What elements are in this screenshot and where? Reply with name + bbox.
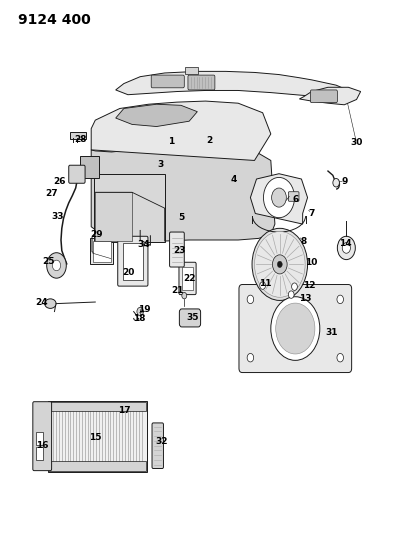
Circle shape xyxy=(263,177,295,217)
Circle shape xyxy=(47,253,66,278)
Circle shape xyxy=(289,291,294,298)
Text: 19: 19 xyxy=(138,305,150,314)
Text: 34: 34 xyxy=(137,240,150,249)
Text: 1: 1 xyxy=(168,138,174,147)
Text: 24: 24 xyxy=(35,298,48,307)
Text: 21: 21 xyxy=(171,286,184,295)
Text: 3: 3 xyxy=(157,160,164,168)
Text: 11: 11 xyxy=(259,279,272,288)
Polygon shape xyxy=(115,71,349,98)
Circle shape xyxy=(260,282,266,289)
FancyBboxPatch shape xyxy=(188,75,215,90)
FancyBboxPatch shape xyxy=(122,243,143,280)
Circle shape xyxy=(292,283,297,290)
Text: 4: 4 xyxy=(231,174,237,183)
Text: 12: 12 xyxy=(303,281,316,290)
FancyBboxPatch shape xyxy=(33,402,52,471)
FancyBboxPatch shape xyxy=(185,67,198,74)
FancyBboxPatch shape xyxy=(182,267,193,290)
Polygon shape xyxy=(91,101,271,160)
Text: 26: 26 xyxy=(53,177,66,186)
Circle shape xyxy=(53,260,60,271)
Circle shape xyxy=(137,308,143,316)
Polygon shape xyxy=(93,241,111,262)
FancyBboxPatch shape xyxy=(48,402,146,411)
FancyBboxPatch shape xyxy=(69,132,86,139)
Text: 30: 30 xyxy=(350,139,363,148)
Polygon shape xyxy=(95,192,132,241)
Circle shape xyxy=(271,297,320,360)
FancyBboxPatch shape xyxy=(179,309,201,327)
Text: 35: 35 xyxy=(186,313,199,322)
Text: 25: 25 xyxy=(42,257,55,265)
Circle shape xyxy=(247,353,254,362)
Text: 13: 13 xyxy=(299,294,312,303)
Text: 20: 20 xyxy=(122,268,135,277)
FancyBboxPatch shape xyxy=(95,174,166,242)
Text: 9124 400: 9124 400 xyxy=(18,13,90,27)
FancyBboxPatch shape xyxy=(36,447,43,460)
Text: 15: 15 xyxy=(89,433,102,442)
Text: 33: 33 xyxy=(51,212,64,221)
Circle shape xyxy=(252,228,307,301)
Text: 22: 22 xyxy=(184,273,196,282)
Circle shape xyxy=(333,179,339,187)
Circle shape xyxy=(276,303,315,354)
Text: 9: 9 xyxy=(342,177,348,186)
Text: 28: 28 xyxy=(74,135,86,144)
Text: 10: 10 xyxy=(305,258,317,266)
Text: 14: 14 xyxy=(339,239,351,248)
Text: 23: 23 xyxy=(173,246,186,255)
FancyBboxPatch shape xyxy=(80,156,99,179)
Circle shape xyxy=(342,243,351,253)
FancyBboxPatch shape xyxy=(170,232,184,267)
Text: 5: 5 xyxy=(178,213,184,222)
Text: 8: 8 xyxy=(300,237,307,246)
FancyBboxPatch shape xyxy=(239,285,352,373)
Circle shape xyxy=(254,231,305,297)
Polygon shape xyxy=(115,104,197,126)
Text: 16: 16 xyxy=(36,441,48,450)
Polygon shape xyxy=(250,174,307,224)
Polygon shape xyxy=(91,147,275,243)
Circle shape xyxy=(337,295,344,304)
Text: 17: 17 xyxy=(118,406,130,415)
Circle shape xyxy=(337,236,356,260)
Text: 18: 18 xyxy=(133,314,145,323)
Text: 2: 2 xyxy=(206,136,213,145)
Text: 7: 7 xyxy=(308,209,315,218)
FancyBboxPatch shape xyxy=(152,423,164,469)
Circle shape xyxy=(277,261,282,268)
FancyBboxPatch shape xyxy=(118,236,148,286)
Ellipse shape xyxy=(45,299,56,309)
Text: 29: 29 xyxy=(90,230,103,239)
Text: 27: 27 xyxy=(45,189,58,198)
FancyBboxPatch shape xyxy=(90,238,113,264)
Circle shape xyxy=(272,188,286,207)
FancyBboxPatch shape xyxy=(151,75,184,88)
Circle shape xyxy=(337,353,344,362)
FancyBboxPatch shape xyxy=(48,461,146,471)
FancyBboxPatch shape xyxy=(36,432,43,445)
FancyBboxPatch shape xyxy=(48,401,147,472)
FancyBboxPatch shape xyxy=(179,262,196,295)
Text: 32: 32 xyxy=(155,437,168,446)
Circle shape xyxy=(247,295,254,304)
Text: 6: 6 xyxy=(292,195,298,204)
Circle shape xyxy=(182,293,187,299)
FancyBboxPatch shape xyxy=(289,192,299,201)
Text: 31: 31 xyxy=(326,328,338,337)
Polygon shape xyxy=(299,87,360,105)
FancyBboxPatch shape xyxy=(310,90,337,103)
FancyBboxPatch shape xyxy=(69,165,85,183)
Circle shape xyxy=(272,255,287,274)
